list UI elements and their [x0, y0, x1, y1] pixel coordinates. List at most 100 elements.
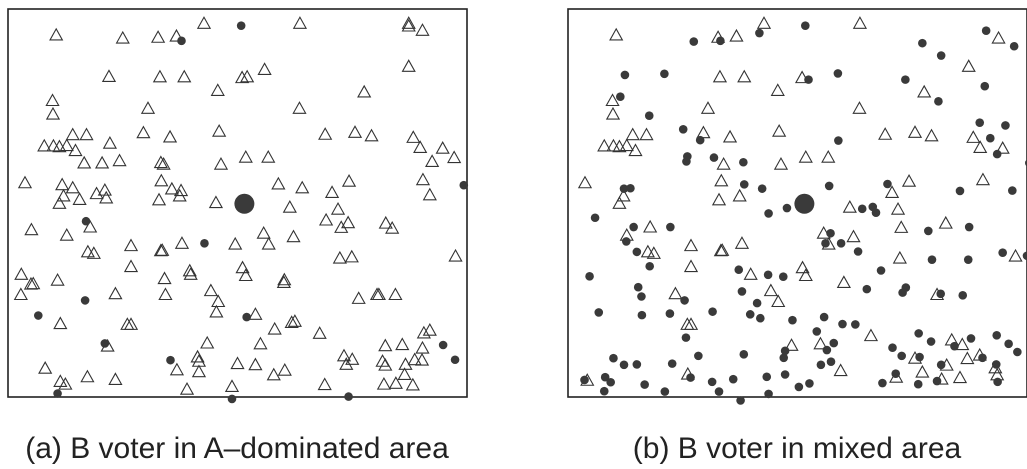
b-voter-dot	[1001, 121, 1010, 130]
b-voter-dot	[1008, 186, 1017, 195]
b-voter-dot	[1024, 159, 1027, 167]
a-voter-triangle	[284, 315, 299, 328]
a-voter-triangle	[639, 127, 654, 141]
b-voter-dot	[585, 272, 594, 281]
a-voter-triangle	[209, 304, 224, 318]
a-voter-triangle	[324, 185, 340, 199]
b-voter-dot	[632, 247, 642, 257]
a-voter-triangle	[248, 357, 263, 371]
b-voter-dot	[709, 153, 719, 162]
b-voter-dot	[955, 186, 965, 196]
b-voter-dot	[200, 239, 209, 248]
a-voter-triangle	[136, 125, 151, 139]
a-voter-triangle	[123, 238, 139, 252]
b-voter-dot	[819, 312, 829, 322]
a-voter-triangle	[292, 16, 308, 29]
a-voter-triangle	[683, 238, 699, 252]
a-voter-triangle	[200, 335, 215, 349]
a-voter-triangle	[271, 176, 286, 190]
b-voter-dot	[891, 369, 901, 379]
b-voter-dot	[778, 272, 788, 282]
a-voter-triangle	[77, 155, 92, 169]
a-voter-triangle	[716, 156, 731, 170]
b-voter-dot	[689, 37, 699, 46]
b-voter-dot	[1022, 251, 1027, 261]
a-voter-triangle	[211, 294, 226, 308]
b-voter-dot	[788, 315, 797, 325]
b-voter-dot	[681, 333, 691, 342]
a-voter-triangle	[961, 59, 976, 72]
a-voter-triangle	[230, 356, 245, 370]
a-voter-triangle	[415, 172, 431, 186]
b-voter-dot	[888, 343, 897, 353]
a-voter-triangle	[890, 201, 906, 215]
a-voter-triangle	[884, 185, 900, 199]
a-voter-triangle	[59, 227, 74, 241]
a-voter-triangle	[317, 377, 332, 391]
b-voter-dot	[914, 329, 923, 338]
a-voter-triangle	[597, 138, 612, 152]
b-voter-dot	[958, 291, 968, 300]
b-voter-dot	[242, 312, 251, 322]
a-voter-triangle	[668, 286, 683, 300]
b-voter-dot	[950, 341, 959, 351]
a-voter-triangle	[798, 149, 813, 163]
a-voter-triangle	[612, 196, 627, 209]
b-voter-dot	[998, 248, 1007, 257]
a-voter-triangle	[415, 340, 430, 354]
b-voter-dot	[644, 111, 654, 120]
b-voter-dot	[1013, 347, 1022, 357]
b-voter-dot	[836, 239, 846, 248]
a-voter-triangle	[224, 379, 240, 393]
a-voter-triangle	[152, 69, 168, 83]
a-voter-triangle	[894, 220, 909, 233]
a-voter-triangle	[238, 268, 253, 282]
b-voter-dot	[606, 377, 615, 387]
a-voter-triangle	[123, 259, 139, 273]
b-voter-dot	[745, 310, 755, 319]
a-voter-triangle	[364, 128, 379, 142]
b-voter-dot	[833, 69, 843, 78]
b-voter-dot	[590, 213, 600, 223]
a-voter-triangle	[405, 377, 420, 391]
a-voter-triangle	[123, 317, 139, 330]
b-voter-dot	[822, 345, 832, 355]
b-voter-dot	[812, 327, 822, 336]
a-voter-triangle	[821, 149, 836, 163]
a-voter-triangle	[425, 154, 440, 167]
a-voter-triangle	[153, 155, 168, 169]
a-voter-triangle	[49, 27, 64, 41]
a-voter-triangle	[89, 186, 104, 200]
focal-b-voter-dot	[794, 193, 815, 214]
a-voter-triangle	[261, 149, 276, 163]
a-voter-triangle	[646, 246, 661, 259]
b-voter-dot	[926, 337, 936, 346]
a-voter-triangle	[234, 70, 250, 84]
b-voter-dot	[756, 313, 765, 323]
a-voter-triangle	[397, 367, 412, 380]
a-voter-triangle	[177, 69, 192, 83]
b-voter-dot	[599, 386, 609, 396]
b-voter-dot	[883, 179, 892, 189]
a-voter-triangle	[619, 138, 634, 152]
b-voter-dot	[924, 226, 933, 236]
a-voter-triangle	[714, 173, 729, 187]
b-voter-dot	[780, 346, 790, 356]
b-voter-dot	[680, 296, 689, 305]
b-voter-dot	[871, 208, 881, 217]
a-voter-triangle	[901, 174, 917, 187]
b-voter-dot	[963, 255, 973, 264]
b-voter-dot	[966, 334, 976, 343]
b-voter-dot	[53, 389, 62, 398]
a-voter-triangle	[179, 382, 195, 395]
a-voter-triangle	[292, 101, 307, 114]
b-voter-dot	[901, 75, 910, 84]
a-voter-triangle	[334, 220, 349, 233]
a-voter-triangle	[973, 140, 988, 154]
b-voter-dot	[932, 376, 942, 386]
a-voter-triangle	[422, 323, 437, 336]
b-voter-dot	[913, 379, 923, 389]
a-voter-triangle	[763, 283, 778, 297]
a-voter-triangle	[357, 84, 372, 98]
